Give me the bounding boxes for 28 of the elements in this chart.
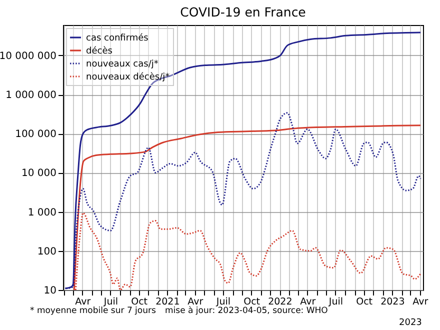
x-tick-label: Oct [356, 296, 373, 308]
x-tick-label: Avr [75, 296, 91, 308]
x-tick-label: 2021 [156, 296, 180, 308]
y-tick-label: 1 000 000 [6, 90, 56, 102]
text: 2023 [399, 318, 422, 328]
y-tick-label: 10 000 [22, 168, 56, 180]
x-tick-label: Juil [215, 296, 231, 308]
chart-title: COVID-19 en France [180, 4, 306, 20]
legend-label: nouveaux décès/j* [86, 72, 170, 82]
x-tick-label: Avr [412, 296, 428, 308]
text: * moyenne mobile sur 7 jours [30, 306, 156, 316]
x-tick-label: Oct [131, 296, 148, 308]
y-tick-label: 1 000 [28, 207, 56, 218]
x-tick-label: Avr [300, 296, 316, 308]
x-tick-label: Juil [102, 296, 118, 308]
y-tick-label: 10 000 000 [0, 50, 56, 62]
x-tick-label: 2022 [268, 296, 292, 308]
legend-label: décès [86, 46, 113, 56]
legend-label: cas confirmés [86, 32, 149, 44]
y-tick-label: 10 [44, 286, 56, 296]
y-tick-label: 100 000 [15, 129, 56, 140]
legend-label: nouveaux cas/j* [86, 60, 159, 70]
text: mise à jour: 2023-04-05, source: WHO [165, 306, 328, 316]
x-tick-label: Juil [328, 296, 344, 308]
x-tick-label: Avr [188, 296, 204, 308]
x-tick-label: Oct [244, 296, 260, 308]
x-tick-label: 2023 [380, 296, 405, 308]
y-tick-label: 100 [37, 246, 56, 258]
